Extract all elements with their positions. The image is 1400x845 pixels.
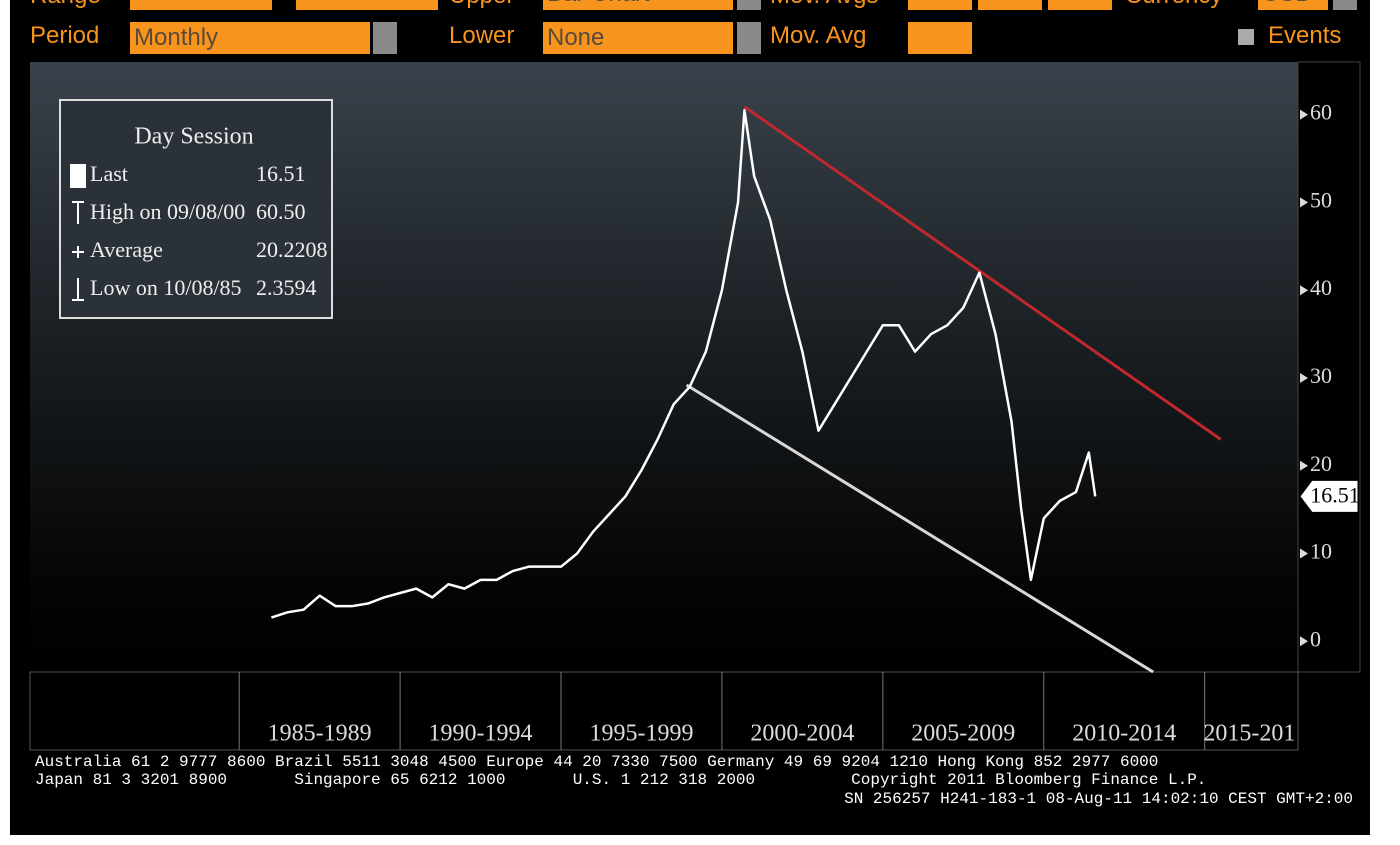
y-tick-label: 0 bbox=[1310, 626, 1321, 651]
mov-avg-input[interactable] bbox=[978, 0, 1042, 10]
y-tick-label: 60 bbox=[1310, 100, 1332, 125]
y-tick-label: 20 bbox=[1310, 451, 1332, 476]
period-select[interactable]: Monthly bbox=[130, 22, 370, 54]
x-tick-label: 2010-2014 bbox=[1072, 721, 1176, 747]
legend-icon bbox=[72, 278, 84, 301]
chart: 0 10 20 30 40 50 60 1985-1989 1990-1994 1995-1999… bbox=[29, 61, 1361, 808]
y-tick bbox=[1300, 197, 1308, 208]
legend-box bbox=[59, 99, 333, 319]
x-tick-label: 1995-1999 bbox=[589, 721, 693, 747]
dropdown-button[interactable] bbox=[737, 22, 761, 54]
x-axis-area bbox=[29, 671, 1299, 751]
y-tick-label: 10 bbox=[1310, 539, 1332, 564]
y-tick bbox=[1300, 460, 1308, 471]
lower-select[interactable]: None bbox=[543, 22, 733, 54]
legend-value: 2.3594 bbox=[256, 275, 317, 300]
y-tick-label: 30 bbox=[1310, 363, 1332, 388]
dropdown-button[interactable] bbox=[1333, 0, 1357, 10]
y-tick-label: 40 bbox=[1310, 275, 1332, 300]
legend-label: Average bbox=[90, 237, 163, 262]
legend-icon bbox=[70, 164, 86, 188]
legend-value: 20.2208 bbox=[256, 237, 328, 262]
currency-select[interactable]: USD bbox=[1258, 0, 1328, 10]
y-axis-area bbox=[1297, 61, 1361, 673]
trend-line bbox=[743, 105, 1222, 441]
dropdown-button[interactable] bbox=[373, 22, 397, 54]
range-start[interactable] bbox=[130, 0, 272, 10]
upper-label: Upper bbox=[449, 0, 514, 10]
y-tick bbox=[1300, 285, 1308, 296]
mov-avg-label: Mov. Avg bbox=[770, 22, 867, 49]
x-tick-label: 2015-201 bbox=[1203, 721, 1295, 747]
y-tick bbox=[1300, 548, 1308, 559]
mov-avg-input[interactable] bbox=[908, 0, 972, 10]
footer-line: SN 256257 H241-183-1 08-Aug-11 14:02:10 … bbox=[844, 790, 1353, 808]
last-value-tag bbox=[1299, 479, 1359, 513]
legend-label: Low on 10/08/85 bbox=[90, 275, 242, 300]
lower-label: Lower bbox=[449, 22, 515, 49]
mov-avg-input[interactable] bbox=[908, 22, 972, 54]
legend-title: Day Session bbox=[134, 124, 253, 150]
legend-label: Last bbox=[90, 161, 128, 186]
last-value-label: 16.51 bbox=[1310, 482, 1360, 507]
legend-icon bbox=[72, 201, 84, 224]
range-label: Range bbox=[30, 0, 101, 10]
currency-label: Currency bbox=[1125, 0, 1222, 10]
legend-label: High on 09/08/00 bbox=[90, 199, 245, 224]
events-label: Events bbox=[1268, 22, 1342, 49]
period-label: Period bbox=[30, 22, 100, 49]
x-tick-label: 2005-2009 bbox=[911, 721, 1015, 747]
legend-icon bbox=[72, 246, 84, 258]
x-tick-label: 1990-1994 bbox=[429, 721, 533, 747]
terminal-panel: Range Upper Bar Chart Mov. Avgs Currency… bbox=[10, 0, 1370, 835]
mov-avgs-label: Mov. Avgs bbox=[770, 0, 879, 10]
y-tick bbox=[1300, 636, 1308, 647]
x-tick-label: 2000-2004 bbox=[750, 721, 854, 747]
footer-line: Japan 81 3 3201 8900 Singapore 65 6212 1… bbox=[35, 771, 1206, 789]
events-checkbox[interactable] bbox=[1238, 29, 1254, 45]
range-end[interactable] bbox=[296, 0, 438, 10]
legend-value: 16.51 bbox=[256, 161, 306, 186]
dropdown-button[interactable] bbox=[737, 0, 761, 10]
y-tick bbox=[1300, 109, 1308, 120]
upper-select[interactable]: Bar Chart bbox=[543, 0, 733, 10]
footer-line: Australia 61 2 9777 8600 Brazil 5511 304… bbox=[35, 753, 1158, 771]
trend-line bbox=[685, 383, 1154, 674]
price-line bbox=[270, 109, 1097, 619]
y-tick-label: 50 bbox=[1310, 187, 1332, 212]
x-tick-label: 1985-1989 bbox=[268, 721, 372, 747]
mov-avg-input[interactable] bbox=[1048, 0, 1112, 10]
legend-value: 60.50 bbox=[256, 199, 306, 224]
y-tick bbox=[1300, 372, 1308, 383]
